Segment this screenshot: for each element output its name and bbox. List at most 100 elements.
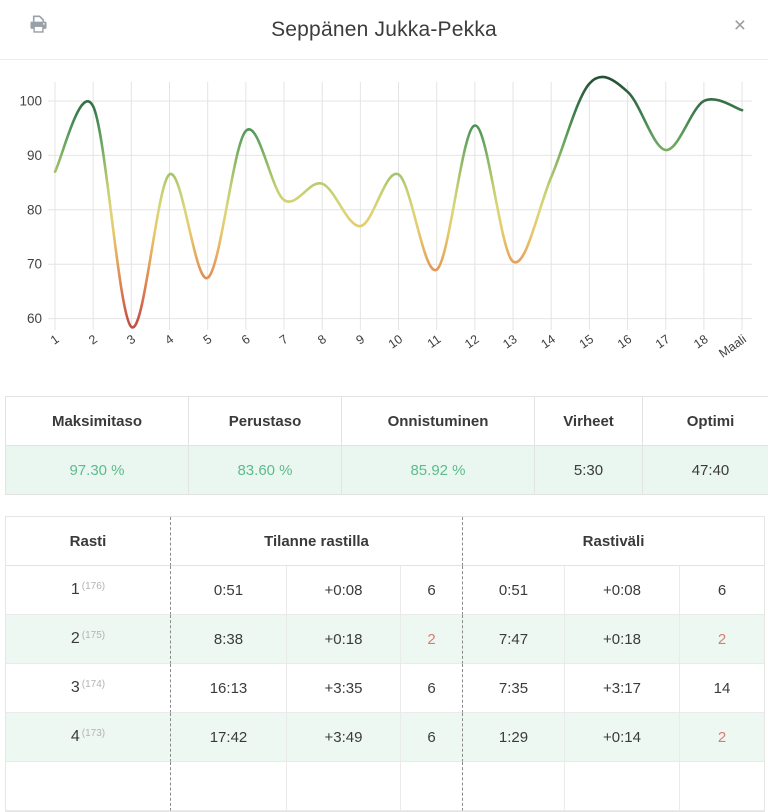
control-number: 4 (71, 728, 80, 745)
rastivali-cell: 7:47 (462, 615, 564, 664)
rastivali-cell: +0:18 (564, 615, 679, 664)
svg-text:7: 7 (277, 332, 291, 347)
rastivali-cell: 0:51 (462, 566, 564, 615)
rastivali-cell (679, 762, 764, 811)
svg-text:100: 100 (19, 94, 42, 109)
summary-header-cell: Virheet (535, 397, 643, 446)
tilanne-cell: 0:51 (170, 566, 286, 615)
splits-header-rastivali: Rastiväli (462, 517, 764, 566)
svg-text:11: 11 (425, 332, 444, 351)
close-icon: × (734, 14, 746, 37)
svg-text:Maali: Maali (716, 332, 749, 361)
svg-text:6: 6 (239, 332, 253, 347)
tilanne-cell: +3:35 (286, 664, 400, 713)
svg-text:3: 3 (124, 332, 138, 347)
rastivali-cell: +0:14 (564, 713, 679, 762)
tilanne-cell: 8:38 (170, 615, 286, 664)
rastivali-cell (462, 762, 564, 811)
svg-text:90: 90 (27, 148, 42, 163)
dialog-title: Seppänen Jukka-Pekka (271, 18, 497, 42)
tilanne-cell: 16:13 (170, 664, 286, 713)
summary-header-cell: Optimi (643, 397, 768, 446)
table-row (6, 762, 764, 811)
control-cell (6, 762, 170, 811)
svg-text:8: 8 (315, 332, 329, 347)
svg-text:2: 2 (86, 332, 100, 347)
svg-text:14: 14 (538, 332, 557, 351)
summary-value-cell: 83.60 % (189, 446, 342, 495)
summary-value-cell: 85.92 % (342, 446, 535, 495)
splits-header-row: Rasti Tilanne rastilla Rastiväli (6, 517, 764, 566)
y-axis-labels: 60 70 80 90 100 (19, 94, 42, 327)
control-cell: 4(173) (6, 713, 170, 762)
tilanne-cell: +0:08 (286, 566, 400, 615)
rastivali-cell: +3:17 (564, 664, 679, 713)
svg-text:13: 13 (500, 332, 519, 351)
print-button[interactable] (27, 13, 50, 38)
tilanne-cell (286, 762, 400, 811)
rastivali-cell: 6 (679, 566, 764, 615)
control-code: (175) (82, 630, 105, 641)
rastivali-cell: 2 (679, 713, 764, 762)
control-cell: 2(175) (6, 615, 170, 664)
rastivali-cell: +0:08 (564, 566, 679, 615)
summary-header-cell: Maksimitaso (6, 397, 189, 446)
tilanne-cell: 6 (400, 713, 462, 762)
summary-value-cell: 5:30 (535, 446, 643, 495)
rastivali-cell: 14 (679, 664, 764, 713)
control-code: (176) (82, 581, 105, 592)
control-cell: 1(176) (6, 566, 170, 615)
summary-header-cell: Perustaso (189, 397, 342, 446)
rastivali-cell: 1:29 (462, 713, 564, 762)
tilanne-cell (170, 762, 286, 811)
control-code: (173) (82, 728, 105, 739)
rastivali-cell: 2 (679, 615, 764, 664)
control-number: 1 (71, 581, 80, 598)
svg-text:15: 15 (577, 332, 596, 351)
control-number: 3 (71, 679, 80, 696)
printer-icon (27, 24, 50, 39)
svg-text:1: 1 (48, 332, 62, 347)
tilanne-cell: 2 (400, 615, 462, 664)
summary-header-cell: Onnistuminen (342, 397, 535, 446)
svg-text:9: 9 (353, 332, 367, 347)
summary-value-cell: 47:40 (643, 446, 768, 495)
tilanne-cell: 6 (400, 566, 462, 615)
rastivali-cell: 7:35 (462, 664, 564, 713)
svg-text:12: 12 (462, 332, 481, 351)
tilanne-cell: 17:42 (170, 713, 286, 762)
svg-text:4: 4 (162, 332, 176, 347)
splits-header-rasti: Rasti (6, 517, 170, 566)
svg-text:5: 5 (201, 332, 215, 347)
tilanne-cell: 6 (400, 664, 462, 713)
close-button[interactable]: × (734, 15, 746, 36)
tilanne-cell (400, 762, 462, 811)
svg-text:80: 80 (27, 202, 42, 217)
control-code: (174) (82, 679, 105, 690)
splits-header-tilanne: Tilanne rastilla (170, 517, 462, 566)
svg-text:16: 16 (615, 332, 634, 351)
svg-text:60: 60 (27, 311, 42, 326)
splits-table: Rasti Tilanne rastilla Rastiväli 1(176)0… (5, 516, 765, 812)
dialog-header: Seppänen Jukka-Pekka × (0, 0, 768, 60)
rastivali-cell (564, 762, 679, 811)
tilanne-cell: +3:49 (286, 713, 400, 762)
control-number: 2 (71, 630, 80, 647)
chart-grid (48, 82, 752, 330)
svg-text:10: 10 (386, 332, 405, 351)
svg-text:17: 17 (653, 332, 672, 351)
svg-text:70: 70 (27, 257, 42, 272)
svg-text:18: 18 (691, 332, 710, 351)
control-cell: 3(174) (6, 664, 170, 713)
summary-value-cell: 97.30 % (6, 446, 189, 495)
